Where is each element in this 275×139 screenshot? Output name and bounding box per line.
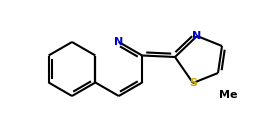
Text: Me: Me [219,90,237,100]
Text: N: N [114,37,123,47]
Text: S: S [189,78,197,88]
Text: N: N [192,31,202,41]
